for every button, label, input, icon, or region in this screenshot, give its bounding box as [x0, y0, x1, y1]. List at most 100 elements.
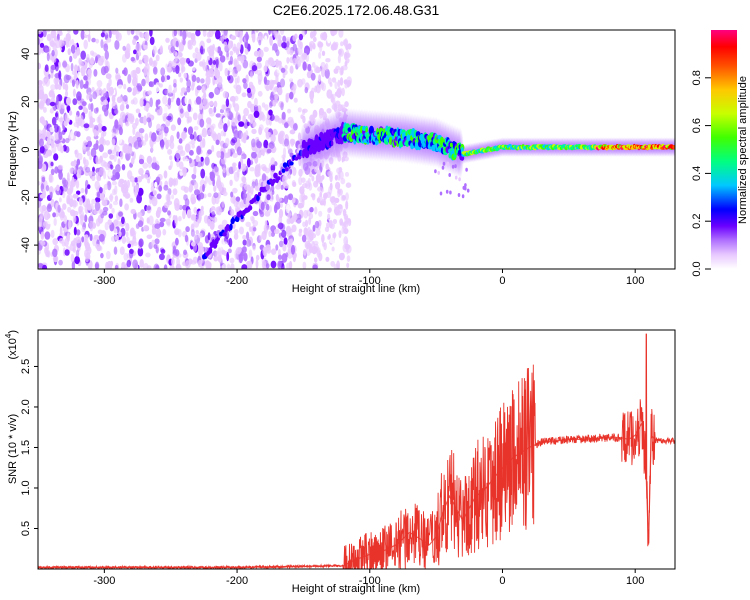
noise-cell: [325, 62, 329, 71]
noise-cell: [75, 79, 79, 89]
spectrogram-y-tick-label: 0: [20, 146, 32, 152]
noise-cell: [175, 237, 179, 246]
noise-cell: [332, 218, 338, 225]
noise-cell: [232, 99, 236, 108]
noise-cell: [182, 166, 187, 175]
noise-cell: [151, 196, 158, 207]
debris-cell: [449, 190, 452, 195]
noise-cell: [217, 121, 224, 130]
noise-cell: [338, 166, 343, 173]
noise-cell: [268, 57, 275, 67]
noise-cell: [90, 147, 97, 158]
noise-cell: [92, 166, 95, 173]
noise-cell: [308, 212, 314, 220]
noise-cell: [217, 75, 223, 86]
noise-cell: [285, 225, 292, 235]
noise-cell: [114, 40, 120, 50]
noise-cell: [83, 39, 88, 50]
noise-cell: [289, 129, 296, 135]
noise-cell: [346, 217, 351, 223]
noise-cell: [118, 211, 123, 217]
noise-cell: [246, 231, 250, 241]
noise-cell: [263, 76, 267, 85]
noise-cell: [327, 36, 331, 44]
drift-cell: [222, 232, 227, 237]
noise-cell: [240, 55, 245, 64]
noise-cell: [112, 200, 119, 206]
snr-y-tick-label: 2.0: [20, 399, 32, 414]
noise-cell: [39, 42, 45, 48]
noise-cell: [93, 69, 98, 77]
noise-cell: [87, 184, 91, 190]
noise-cell: [193, 131, 197, 142]
noise-cell: [115, 129, 119, 135]
noise-cell: [141, 140, 147, 146]
noise-cell: [138, 238, 144, 248]
noise-cell: [241, 153, 247, 160]
noise-cell: [43, 75, 50, 82]
noise-cell: [307, 202, 313, 208]
noise-cell: [286, 218, 292, 225]
noise-cell: [78, 197, 83, 206]
noise-cell: [130, 157, 135, 165]
noise-cell: [38, 180, 41, 186]
noise-cell: [130, 208, 137, 215]
noise-cell: [206, 38, 212, 44]
noise-cell: [105, 73, 112, 80]
noise-cell: [152, 190, 157, 196]
noise-cell: [58, 131, 63, 141]
noise-cell: [255, 178, 258, 187]
noise-cell: [41, 132, 47, 141]
noise-cell: [230, 35, 237, 40]
noise-cell: [281, 229, 287, 238]
noise-cell: [249, 166, 255, 172]
noise-cell: [341, 252, 345, 260]
noise-cell: [312, 36, 317, 43]
noise-cell: [60, 115, 63, 126]
noise-cell: [38, 79, 43, 86]
noise-cell: [132, 127, 136, 135]
noise-cell: [186, 116, 190, 124]
noise-cell: [55, 39, 61, 49]
noise-cell: [315, 66, 321, 74]
noise-cell: [113, 228, 117, 233]
noise-cell: [105, 140, 111, 146]
noise-cell: [207, 192, 212, 198]
noise-cell: [196, 76, 201, 84]
noise-cell: [95, 38, 100, 44]
noise-cell: [298, 231, 302, 237]
noise-cell: [52, 238, 58, 246]
noise-cell: [155, 228, 162, 238]
noise-cell: [278, 208, 284, 219]
noise-cell: [142, 115, 147, 126]
noise-cell: [184, 158, 190, 164]
noise-cell: [245, 221, 251, 227]
spectrogram-y-tick-label: 40: [20, 48, 32, 60]
noise-cell: [206, 265, 211, 269]
noise-cell: [49, 126, 55, 133]
spectrogram-x-tick-label: 100: [626, 275, 644, 287]
noise-cell: [86, 198, 91, 208]
noise-cell: [253, 97, 258, 107]
noise-cell: [324, 226, 330, 232]
noise-cell: [277, 60, 282, 66]
noise-cell: [242, 78, 247, 84]
noise-cell: [251, 116, 256, 121]
noise-cell: [268, 205, 272, 213]
noise-cell: [180, 87, 187, 93]
noise-cell: [180, 58, 186, 67]
noise-cell: [274, 93, 279, 100]
noise-cell: [205, 76, 211, 86]
drift-cell: [265, 184, 270, 191]
noise-cell: [62, 203, 67, 211]
noise-cell: [74, 64, 78, 72]
noise-cell: [103, 43, 109, 52]
noise-cell: [72, 193, 79, 199]
noise-cell: [321, 234, 325, 243]
noise-cell: [316, 169, 321, 177]
noise-cell: [117, 84, 124, 90]
noise-cell: [97, 191, 100, 199]
noise-cell: [179, 150, 186, 157]
noise-cell: [145, 252, 151, 258]
noise-cell: [275, 59, 280, 68]
